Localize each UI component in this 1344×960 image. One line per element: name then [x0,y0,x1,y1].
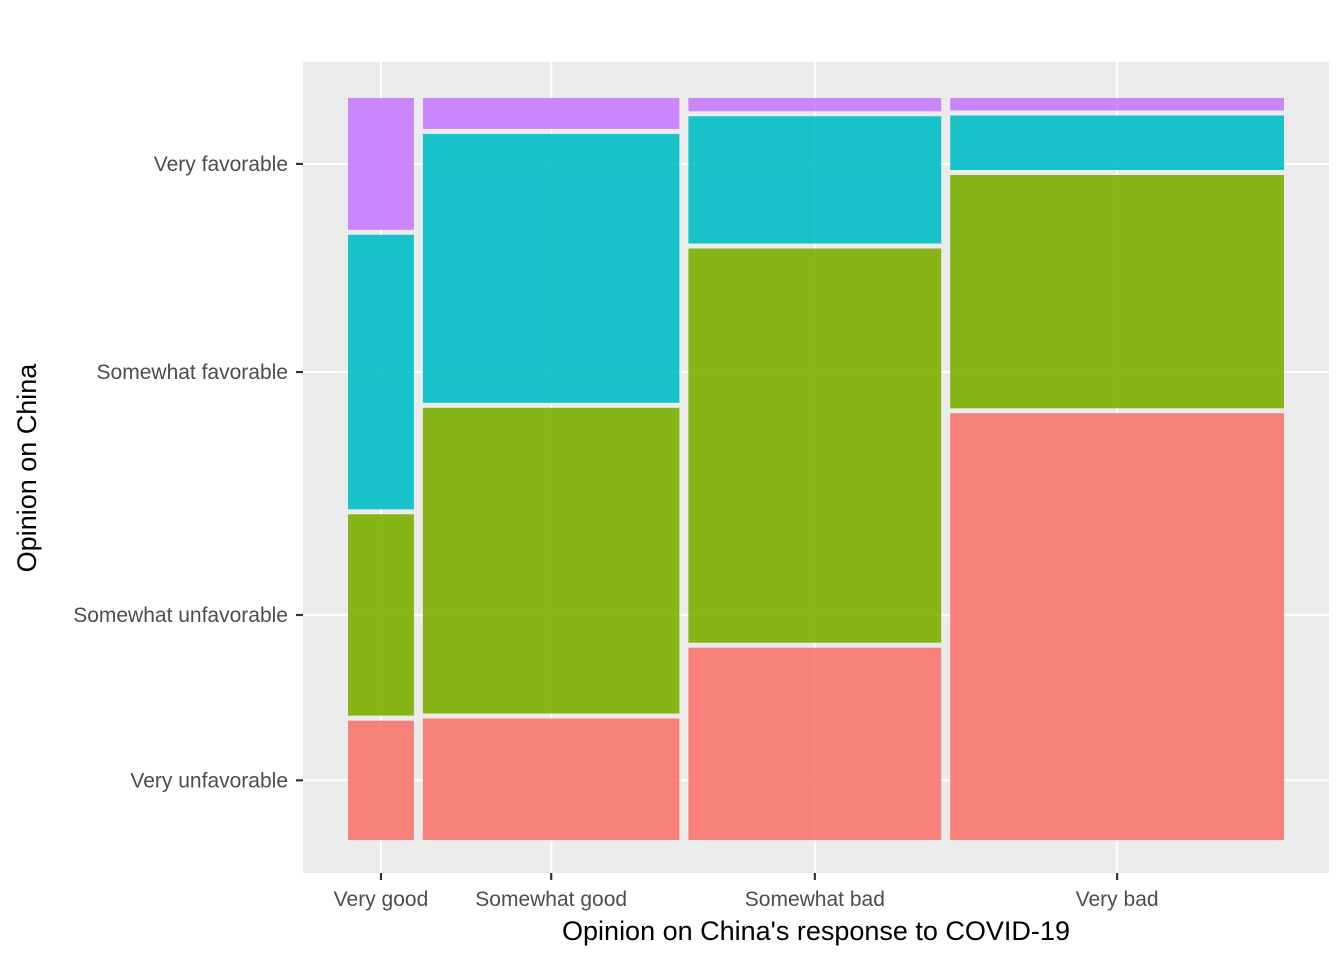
mosaic-tiles [348,98,1284,840]
mosaic-tile [348,720,414,840]
x-tick-label: Somewhat bad [745,888,885,911]
x-axis-title: Opinion on China's response to COVID-19 [562,916,1070,946]
x-tick-label: Somewhat good [475,888,627,911]
mosaic-tile [348,514,414,716]
y-tick-label: Very unfavorable [130,769,288,792]
mosaic-tile [688,647,942,840]
mosaic-tile [422,718,680,840]
x-tick-label: Very bad [1076,888,1159,911]
mosaic-tile [950,115,1284,170]
y-axis-title: Opinion on China [12,363,42,573]
mosaic-tile [348,234,414,510]
mosaic-tile [950,175,1284,409]
mosaic-tile [422,98,680,129]
mosaic-tile [422,133,680,403]
mosaic-tile [688,248,942,643]
mosaic-tile [950,98,1284,111]
y-tick-label: Very favorable [154,153,288,176]
mosaic-tile [422,407,680,714]
mosaic-tile [950,413,1284,840]
x-axis: Very good Somewhat good Somewhat bad Very b… [334,873,1159,911]
y-axis: Very unfavorable Somewhat unfavorable Some… [73,153,303,792]
mosaic-tile [688,116,942,244]
mosaic-tile [348,98,414,230]
y-tick-label: Somewhat unfavorable [73,604,288,627]
y-tick-label: Somewhat favorable [97,361,288,384]
mosaic-tile [688,98,942,112]
x-tick-label: Very good [334,888,429,911]
